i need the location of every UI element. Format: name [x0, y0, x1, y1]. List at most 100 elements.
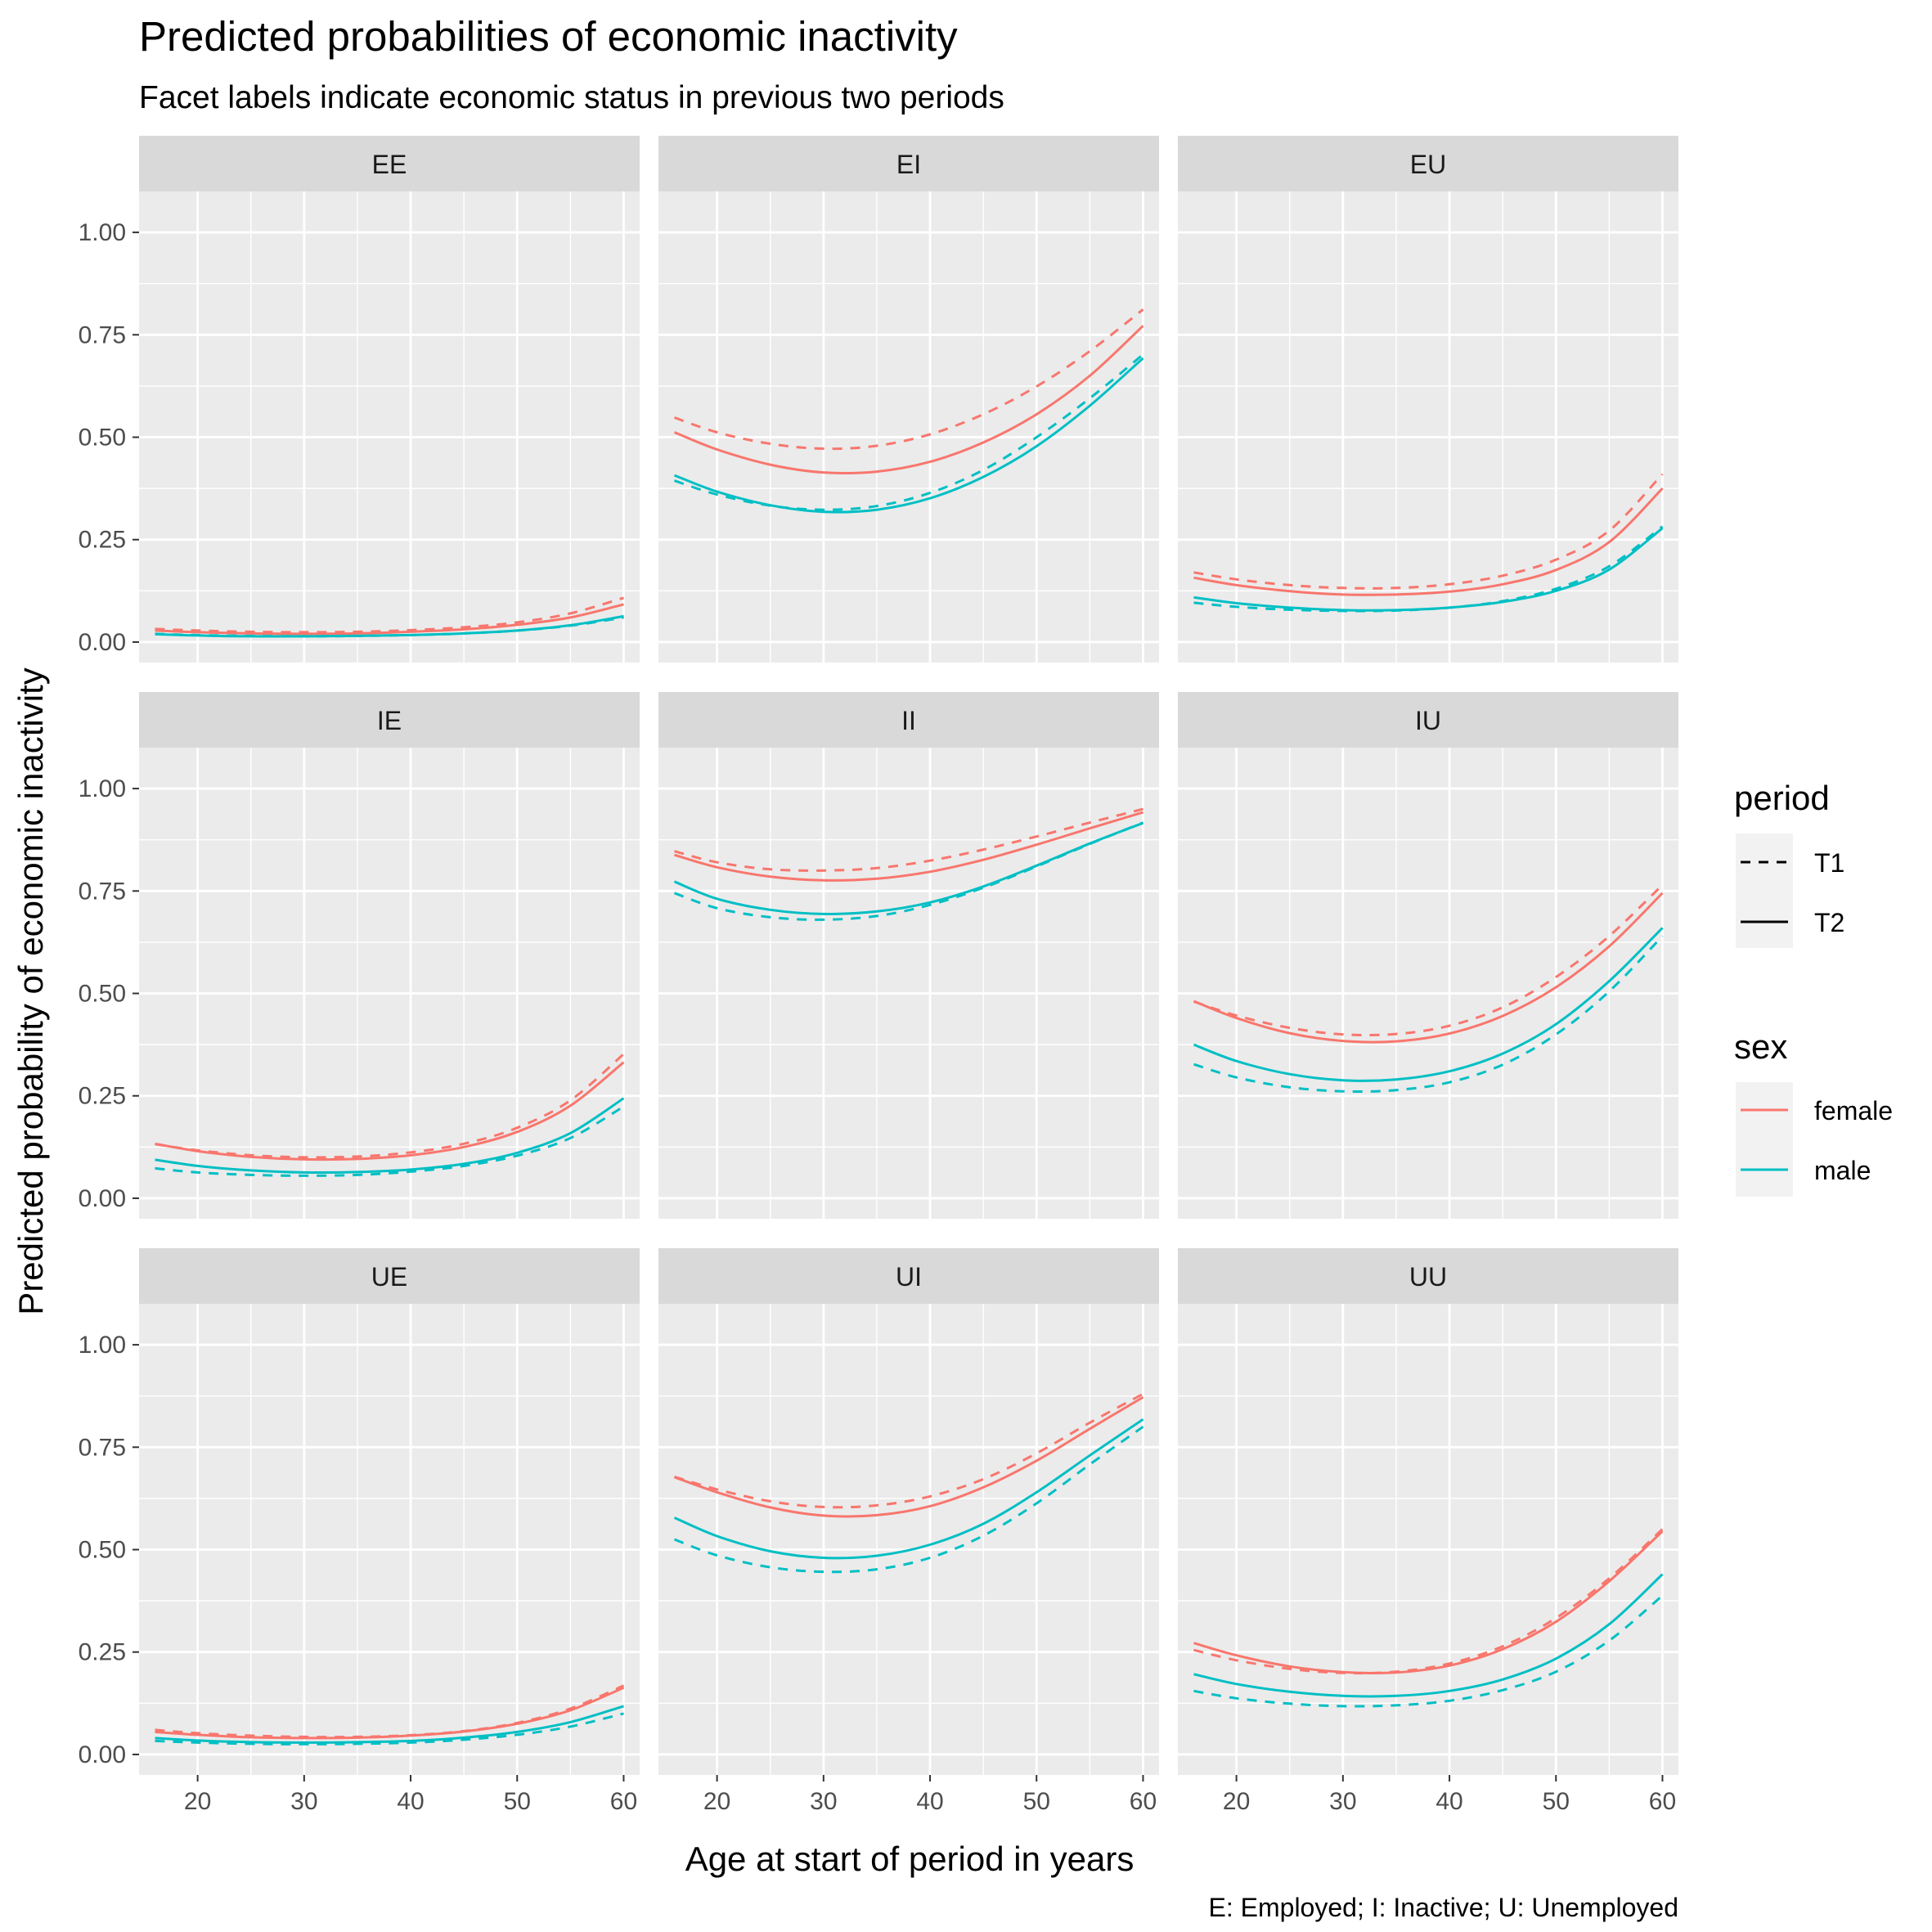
- panel-background-ui: [658, 1304, 1159, 1775]
- facet-strip-label-ie: IE: [377, 706, 402, 735]
- y-tick-label: 0.75: [79, 321, 126, 348]
- facet-strip-label-uu: UU: [1409, 1262, 1447, 1292]
- series-line-ei-female-t1: [674, 308, 1144, 451]
- series-line-uu-female-t2: [1193, 1530, 1664, 1675]
- facet-strip-ue: [139, 1248, 640, 1304]
- x-tick-label: 30: [290, 1788, 317, 1815]
- x-tick-label: 60: [1649, 1788, 1676, 1815]
- series-line-iu-male-t1: [1193, 935, 1664, 1093]
- series-line-eu-male-t2: [1193, 527, 1664, 612]
- series-line-ee-male-t2: [155, 614, 624, 638]
- facet-strip-uu: [1178, 1248, 1678, 1304]
- panel-background-iu: [1178, 748, 1678, 1219]
- panel-background-ee: [139, 191, 640, 663]
- series-line-ii-female-t1: [674, 807, 1143, 872]
- panel-background-eu: [1178, 191, 1678, 663]
- series-line-ue-female-t1: [155, 1684, 625, 1739]
- facet-ui: UI 20 30 40 50 60: [658, 1248, 1159, 1815]
- y-tick-label: 0.00: [79, 1741, 126, 1768]
- series-line-ee-female-t2: [155, 603, 624, 636]
- legend-sex: sex female male: [1734, 1027, 1893, 1197]
- panel-background-ue: [139, 1304, 640, 1775]
- series-line-ei-male-t2: [673, 357, 1144, 514]
- panel-background-uu: [1178, 1304, 1678, 1775]
- series-line-ui-male-t2: [673, 1418, 1144, 1560]
- x-tick-label: 50: [504, 1788, 531, 1815]
- facet-strip-label-ee: EE: [372, 150, 407, 179]
- y-axis-title: Predicted probability of economic inacti…: [11, 667, 50, 1314]
- series-line-iu-female-t2: [1193, 892, 1664, 1044]
- series-line-uu-male-t2: [1193, 1573, 1664, 1698]
- facet-iu: IU: [1178, 692, 1678, 1219]
- facet-strip-label-ue: UE: [371, 1262, 407, 1292]
- series-line-eu-female-t2: [1193, 487, 1664, 596]
- facet-ee: EE 0.00 0.25 0.50 0.75 1.00: [79, 136, 640, 663]
- y-tick-label: 0.25: [79, 1639, 126, 1666]
- y-tick-label: 1.00: [79, 219, 126, 246]
- series-line-ie-male-t1: [155, 1105, 625, 1177]
- y-tick-label: 0.25: [79, 1083, 126, 1110]
- legend-key-bg-male: [1736, 1139, 1793, 1197]
- y-tick-label: 0.75: [79, 878, 126, 905]
- facet-strip-label-iu: IU: [1415, 706, 1441, 735]
- series-line-ue-male-t2: [155, 1705, 624, 1744]
- legend-label-t2: T2: [1814, 908, 1844, 937]
- facet-panels: EE 0.00 0.25 0.50 0.75 1.00 EI EU IE 0.00 0.25 0.50…: [79, 136, 1678, 1815]
- x-tick-label: 40: [1436, 1788, 1462, 1815]
- series-line-ie-male-t2: [155, 1097, 625, 1175]
- y-tick-label: 0.00: [79, 629, 126, 656]
- series-line-ei-female-t2: [673, 325, 1144, 474]
- panel-background-ei: [658, 191, 1159, 663]
- x-tick-label: 60: [1130, 1788, 1157, 1815]
- x-tick-label: 40: [397, 1788, 424, 1815]
- facet-uu: UU 20 30 40 50 60: [1178, 1248, 1678, 1815]
- facet-ii: II: [658, 692, 1159, 1219]
- series-line-eu-female-t1: [1193, 473, 1664, 590]
- x-tick-label: 30: [1329, 1788, 1356, 1815]
- facet-eu: EU: [1178, 136, 1678, 663]
- facet-strip-label-eu: EU: [1410, 150, 1446, 179]
- series-line-ui-female-t1: [674, 1392, 1144, 1509]
- y-tick-label: 0.50: [79, 425, 126, 452]
- legend-key-bg-t2: [1736, 891, 1793, 948]
- facet-strip-ie: [139, 692, 640, 748]
- series-line-uu-male-t1: [1193, 1594, 1664, 1708]
- legend-period-title: period: [1734, 779, 1830, 817]
- legend-sex-title: sex: [1734, 1027, 1787, 1066]
- facet-strip-label-ei: EI: [896, 150, 921, 179]
- x-tick-label: 20: [1223, 1788, 1250, 1815]
- series-line-ii-male-t2: [673, 821, 1144, 915]
- facet-strip-ei: [658, 136, 1159, 191]
- series-line-ue-female-t2: [155, 1686, 625, 1740]
- chart-title: Predicted probabilities of economic inac…: [139, 13, 958, 60]
- chart-caption: E: Employed; I: Inactive; U: Unemployed: [1209, 1893, 1678, 1922]
- legend-label-t1: T1: [1814, 848, 1844, 878]
- chart-subtitle: Facet labels indicate economic status in…: [139, 80, 1004, 115]
- facet-strip-label-ui: UI: [896, 1262, 922, 1292]
- series-line-ii-female-t2: [674, 811, 1143, 882]
- series-line-ei-male-t1: [674, 353, 1144, 511]
- facet-ue: UE 0.00 0.25 0.50 0.75 1.00 20 30 40 50 60: [79, 1248, 640, 1815]
- series-line-ie-female-t1: [155, 1053, 625, 1159]
- legend-period: period T1 T2: [1734, 779, 1844, 948]
- legend-label-male: male: [1814, 1156, 1871, 1185]
- series-line-ie-female-t2: [155, 1061, 625, 1161]
- legend-label-female: female: [1814, 1096, 1893, 1126]
- x-tick-label: 20: [184, 1788, 211, 1815]
- facet-strip-eu: [1178, 136, 1678, 191]
- x-tick-label: 50: [1543, 1788, 1570, 1815]
- x-tick-label: 50: [1023, 1788, 1050, 1815]
- x-tick-label: 40: [916, 1788, 943, 1815]
- series-line-iu-female-t1: [1193, 883, 1664, 1037]
- panel-background-ii: [658, 748, 1159, 1219]
- series-line-ue-male-t1: [155, 1712, 624, 1746]
- facet-strip-label-ii: II: [901, 706, 916, 735]
- x-tick-label: 60: [610, 1788, 637, 1815]
- series-line-uu-female-t1: [1193, 1528, 1664, 1675]
- x-tick-label: 20: [703, 1788, 730, 1815]
- series-line-iu-male-t2: [1193, 927, 1664, 1082]
- y-tick-label: 1.00: [79, 1332, 126, 1359]
- y-tick-label: 0.00: [79, 1185, 126, 1212]
- x-tick-label: 30: [810, 1788, 837, 1815]
